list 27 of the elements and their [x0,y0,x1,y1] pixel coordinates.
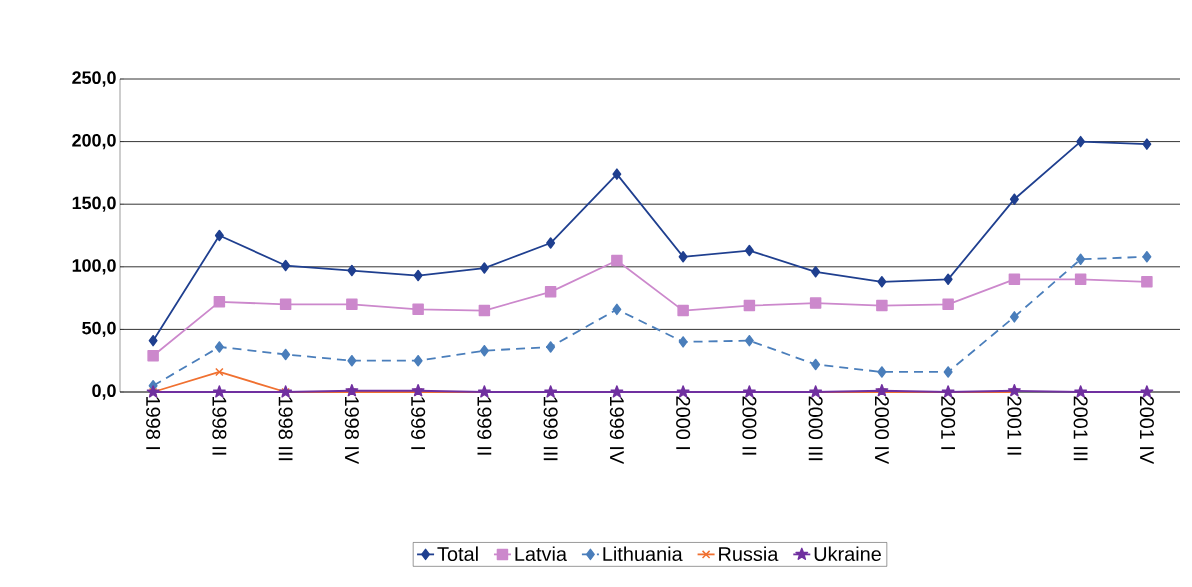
x-tick-label: 1999 II [477,397,492,455]
x-tick-label: 1999 III [543,397,558,461]
y-tick-label: 200,0 [72,133,116,150]
legend-label: Latvia [515,546,568,562]
x-tick-label: 2001 I [941,396,956,450]
x-tick-label: 2000 II [742,396,757,455]
x-tick-label: 2000 IV [874,396,889,465]
legend-label: Lithuania [603,546,683,562]
x-tick-label: 2001 II [1007,396,1022,455]
x-tick-label: 1998 III [278,397,293,461]
legend-label: Russia [719,546,779,562]
x-tick-label: 1998 II [212,397,227,455]
x-tick-label: 2000 I [676,396,691,450]
x-tick-label: 2001 III [1073,396,1088,461]
y-tick-label: 250,0 [72,71,116,87]
x-tick-label: 2001 IV [1139,396,1154,465]
y-tick-label: 0,0 [92,384,116,400]
y-tick-label: 50,0 [82,321,116,338]
x-tick-label: 1999 I [411,397,426,450]
x-tick-label: 1999 IV [609,397,624,465]
y-tick-label: 150,0 [72,196,116,212]
y-tick-label: 100,0 [72,259,116,275]
legend-label: Ukraine [814,546,881,562]
legend-label: Total [437,546,478,562]
x-tick-label: 2000 III [808,396,823,461]
x-tick-label: 1998 I [146,397,161,450]
x-tick-label: 1998 IV [344,397,359,465]
